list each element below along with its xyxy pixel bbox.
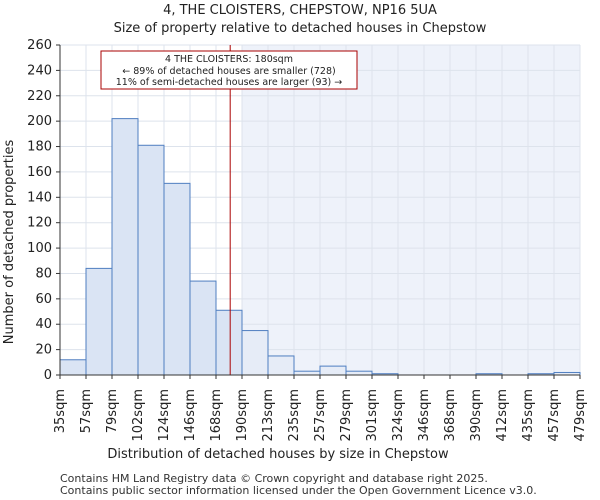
y-tick-label: 80 xyxy=(35,266,52,281)
y-tick-labels: 0 20 40 60 80 100 120 140 160 180 200 220 240 260 xyxy=(27,38,60,383)
annotation-line2: ← 89% of detached houses are smaller (72… xyxy=(122,66,335,77)
bar xyxy=(111,118,139,376)
bar xyxy=(137,144,165,376)
x-tick-label: 213sqm xyxy=(261,389,276,442)
annotation-line1: 4 THE CLOISTERS: 180sqm xyxy=(165,54,293,65)
annotation-border xyxy=(100,50,358,90)
x-tick-label: 79sqm xyxy=(105,389,120,433)
x-tick-label: 168sqm xyxy=(209,389,224,442)
y-tick-label: 100 xyxy=(27,241,52,256)
x-tick-label: 301sqm xyxy=(365,389,380,442)
chart-title-line1: 4, THE CLOISTERS, CHEPSTOW, NP16 5UA xyxy=(163,3,437,18)
x-tick-labels: 35sqm 57sqm 79sqm 102sqm 124sqm 146sqm 168sqm 1… xyxy=(53,375,588,442)
plot-background xyxy=(242,45,580,375)
y-tick-label: 160 xyxy=(27,165,52,180)
x-tick-label: 257sqm xyxy=(313,389,328,442)
x-tick-label: 35sqm xyxy=(53,389,68,433)
footer-line2: Contains public sector information licen… xyxy=(60,484,537,497)
footer-line1: Contains HM Land Registry data © Crown c… xyxy=(60,472,488,485)
bar xyxy=(241,330,269,376)
bar xyxy=(215,309,243,376)
x-axis-label: Distribution of detached houses by size … xyxy=(107,447,449,462)
x-tick-label: 412sqm xyxy=(495,389,510,442)
bar xyxy=(319,365,347,376)
bar xyxy=(163,182,191,376)
y-tick-label: 40 xyxy=(35,317,52,332)
y-tick-label: 260 xyxy=(27,38,52,53)
bar xyxy=(189,280,217,376)
y-tick-label: 20 xyxy=(35,343,52,358)
y-tick-label: 0 xyxy=(44,368,52,383)
x-tick-label: 390sqm xyxy=(469,389,484,442)
bar xyxy=(85,267,113,376)
y-axis-label: Number of detached properties xyxy=(2,140,17,345)
bar xyxy=(293,370,321,376)
y-tick-label: 120 xyxy=(27,216,52,231)
x-tick-label: 190sqm xyxy=(235,389,250,442)
annotation-line3: 11% of semi-detached houses are larger (… xyxy=(116,77,343,88)
y-tick-label: 180 xyxy=(27,140,52,155)
bars xyxy=(59,118,581,376)
x-tick-label: 57sqm xyxy=(79,389,94,433)
x-tick-label: 346sqm xyxy=(417,389,432,442)
x-tick-label: 124sqm xyxy=(157,389,172,442)
y-tick-label: 60 xyxy=(35,292,52,307)
x-tick-label: 435sqm xyxy=(521,389,536,442)
x-tick-label: 368sqm xyxy=(443,389,458,442)
x-tick-label: 479sqm xyxy=(573,389,588,442)
bar xyxy=(345,370,373,376)
chart-title-line2: Size of property relative to detached ho… xyxy=(114,21,487,36)
x-tick-label: 279sqm xyxy=(339,389,354,442)
y-tick-label: 200 xyxy=(27,114,52,129)
highlight-region xyxy=(242,45,580,375)
y-tick-label: 240 xyxy=(27,63,52,78)
y-tick-label: 140 xyxy=(27,190,52,205)
x-tick-label: 102sqm xyxy=(131,389,146,442)
x-tick-label: 146sqm xyxy=(183,389,198,442)
x-tick-label: 457sqm xyxy=(547,389,562,442)
bar xyxy=(59,359,87,376)
x-tick-label: 235sqm xyxy=(287,389,302,442)
y-tick-label: 220 xyxy=(27,89,52,104)
annotation-box: 4 THE CLOISTERS: 180sqm ← 89% of detache… xyxy=(100,50,358,90)
x-tick-label: 324sqm xyxy=(391,389,406,442)
bar xyxy=(267,355,295,376)
